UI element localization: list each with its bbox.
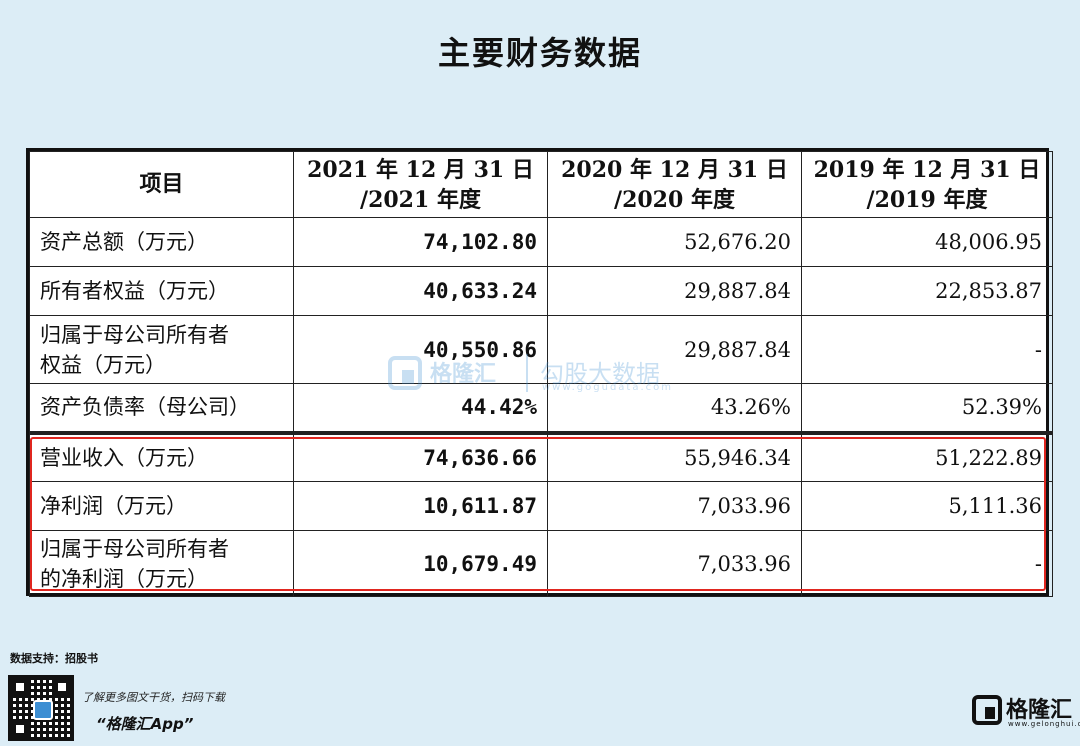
value-2019: 22,853.87: [801, 266, 1053, 316]
value-2020: 29,887.84: [547, 315, 802, 384]
value-2021: 40,550.86: [293, 315, 548, 384]
table-row: 归属于母公司所有者 权益（万元） 40,550.86 29,887.84 -: [29, 315, 1053, 384]
value-2019: 51,222.89: [801, 430, 1053, 482]
page-title: 主要财务数据: [437, 34, 642, 72]
row-label: 归属于母公司所有者 的净利润（万元）: [29, 530, 294, 597]
value-2021: 44.42%: [293, 383, 548, 433]
gelonghui-logo-icon: [972, 695, 1002, 725]
value-2019: 48,006.95: [801, 217, 1053, 267]
value-2020: 52,676.20: [547, 217, 802, 267]
row-label: 所有者权益（万元）: [29, 266, 294, 316]
table-header-row: 项目 2021 年 12 月 31 日 /2021 年度 2020 年 12 月…: [29, 151, 1053, 218]
header-2019: 2019 年 12 月 31 日 /2019 年度: [801, 151, 1053, 218]
value-2019: -: [801, 315, 1053, 384]
value-2021: 10,679.49: [293, 530, 548, 597]
value-2021: 74,102.80: [293, 217, 548, 267]
header-item: 项目: [29, 151, 294, 218]
table-row: 净利润（万元） 10,611.87 7,033.96 5,111.36: [29, 481, 1053, 531]
value-2020: 29,887.84: [547, 266, 802, 316]
promo-text: 了解更多图文干货，扫码下载: [82, 691, 225, 704]
table-row: 资产总额（万元） 74,102.80 52,676.20 48,006.95: [29, 217, 1053, 267]
source-note: 数据支持：招股书: [10, 652, 98, 665]
value-2020: 7,033.96: [547, 530, 802, 597]
value-2020: 43.26%: [547, 383, 802, 433]
value-2021: 10,611.87: [293, 481, 548, 531]
value-2021: 40,633.24: [293, 266, 548, 316]
logo-url: www.gelonghui.com: [1008, 720, 1080, 728]
row-label: 资产负债率（母公司）: [29, 383, 294, 433]
table-row: 所有者权益（万元） 40,633.24 29,887.84 22,853.87: [29, 266, 1053, 316]
row-label: 归属于母公司所有者 权益（万元）: [29, 315, 294, 384]
table-row: 营业收入（万元） 74,636.66 55,946.34 51,222.89: [29, 430, 1053, 482]
value-2019: 5,111.36: [801, 481, 1053, 531]
value-2020: 55,946.34: [547, 430, 802, 482]
value-2019: 52.39%: [801, 383, 1053, 433]
table-row: 资产负债率（母公司） 44.42% 43.26% 52.39%: [29, 383, 1053, 433]
promo-app-name: “格隆汇App”: [96, 715, 194, 733]
qr-code-icon: [8, 675, 74, 741]
header-2021: 2021 年 12 月 31 日 /2021 年度: [293, 151, 548, 218]
value-2020: 7,033.96: [547, 481, 802, 531]
brand-logo: 格隆汇 www.gelonghui.com: [972, 692, 1080, 732]
table-row: 归属于母公司所有者 的净利润（万元） 10,679.49 7,033.96 -: [29, 530, 1053, 597]
row-label: 资产总额（万元）: [29, 217, 294, 267]
row-label: 净利润（万元）: [29, 481, 294, 531]
header-2020: 2020 年 12 月 31 日 /2020 年度: [547, 151, 802, 218]
value-2021: 74,636.66: [293, 430, 548, 482]
financial-table: 项目 2021 年 12 月 31 日 /2021 年度 2020 年 12 月…: [26, 148, 1053, 597]
row-label: 营业收入（万元）: [29, 430, 294, 482]
value-2019: -: [801, 530, 1053, 597]
logo-name: 格隆汇: [1006, 698, 1073, 723]
